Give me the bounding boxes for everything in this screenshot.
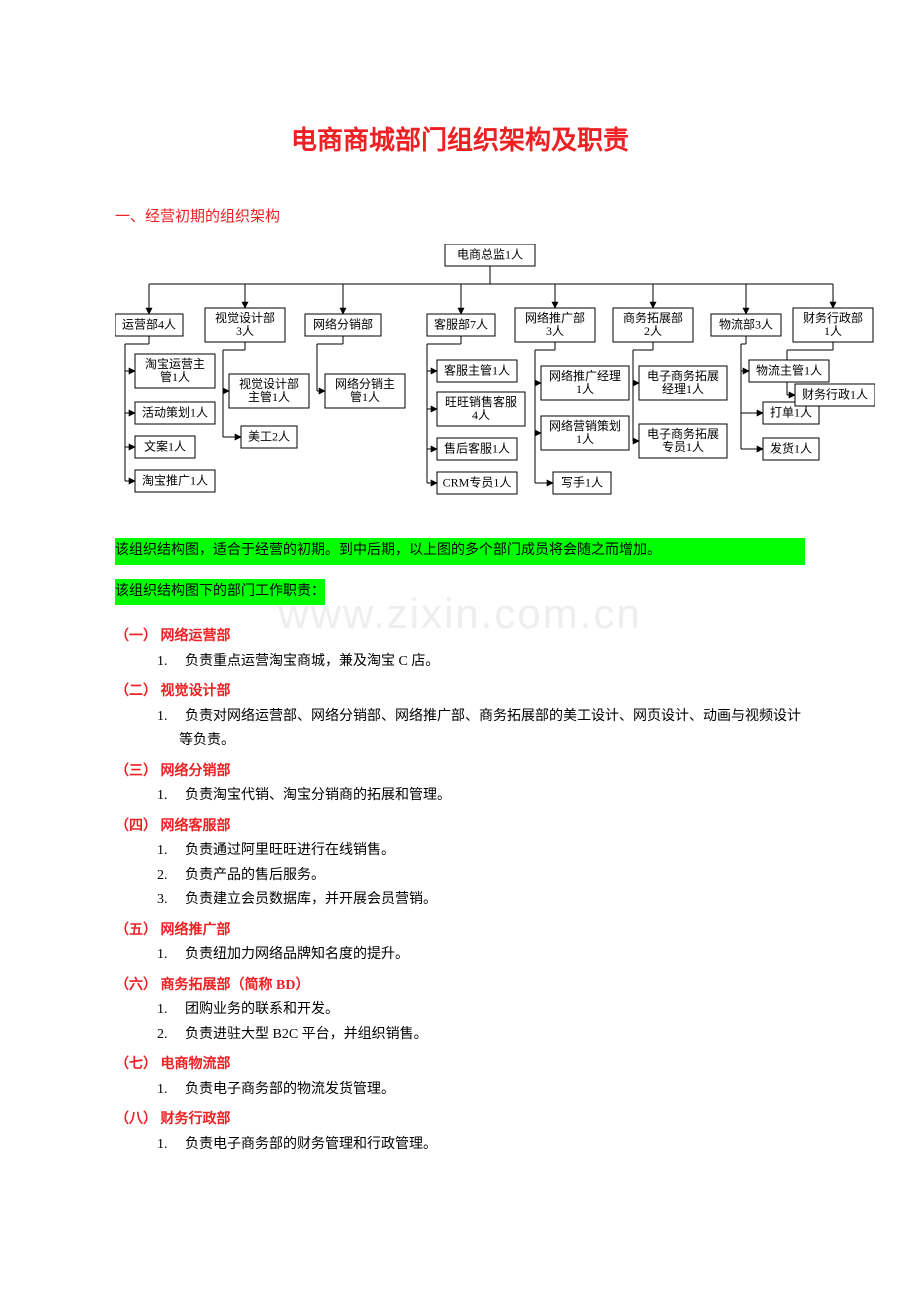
org-node: 视觉设计部3人: [205, 308, 285, 342]
svg-text:1人: 1人: [824, 324, 842, 338]
svg-text:主管1人: 主管1人: [248, 389, 290, 404]
org-node: 发货1人: [763, 438, 819, 460]
org-node: 网络营销策划1人: [541, 416, 629, 450]
dept-item: 1. 团购业务的联系和开发。: [157, 998, 805, 1023]
org-node: 淘宝运营主管1人: [135, 354, 215, 388]
svg-text:网络推广经理: 网络推广经理: [549, 368, 621, 383]
dept-heading: （五） 网络推广部: [115, 919, 805, 944]
org-node: CRM专员1人: [437, 472, 517, 494]
org-node: 网络分销部: [305, 314, 381, 336]
svg-text:4人: 4人: [472, 408, 490, 422]
svg-text:客服主管1人: 客服主管1人: [444, 363, 510, 378]
page-title: 电商商城部门组织架构及职责: [115, 120, 805, 157]
svg-text:电子商务拓展: 电子商务拓展: [647, 426, 719, 441]
svg-text:淘宝运营主: 淘宝运营主: [145, 357, 205, 371]
svg-text:客服部7人: 客服部7人: [434, 317, 488, 332]
org-chart: 电商总监1人运营部4人视觉设计部3人网络分销部客服部7人网络推广部3人商务拓展部…: [115, 244, 805, 514]
org-node: 电子商务拓展经理1人: [639, 366, 727, 400]
svg-text:写手1人: 写手1人: [561, 476, 603, 490]
section-heading-1: 一、经营初期的组织架构: [115, 205, 805, 226]
svg-text:财务行政部: 财务行政部: [803, 310, 863, 325]
svg-text:运营部4人: 运营部4人: [122, 317, 176, 332]
org-node: 电商总监1人: [445, 244, 535, 266]
svg-text:1人: 1人: [576, 382, 594, 396]
dept-heading: （八） 财务行政部: [115, 1108, 805, 1133]
svg-text:视觉设计部: 视觉设计部: [215, 310, 275, 325]
svg-text:电商总监1人: 电商总监1人: [457, 247, 523, 262]
svg-text:电子商务拓展: 电子商务拓展: [647, 368, 719, 383]
org-node: 网络推广部3人: [515, 308, 595, 342]
dept-heading: （一） 网络运营部: [115, 625, 805, 650]
dept-item: 1. 负责电子商务部的物流发货管理。: [157, 1078, 805, 1103]
svg-text:3人: 3人: [236, 324, 254, 338]
dept-item: 1. 负责电子商务部的财务管理和行政管理。: [157, 1133, 805, 1158]
dept-item: 1. 负责淘宝代销、淘宝分销商的拓展和管理。: [157, 784, 805, 809]
svg-text:打单1人: 打单1人: [770, 406, 812, 420]
svg-text:物流部3人: 物流部3人: [719, 317, 773, 332]
svg-text:管1人: 管1人: [160, 369, 190, 384]
org-node: 财务行政1人: [795, 384, 875, 406]
dept-item: 1. 负责纽加力网络品牌知名度的提升。: [157, 943, 805, 968]
svg-text:商务拓展部: 商务拓展部: [623, 310, 683, 325]
svg-text:售后客服1人: 售后客服1人: [444, 441, 510, 456]
nodes-group: 电商总监1人运营部4人视觉设计部3人网络分销部客服部7人网络推广部3人商务拓展部…: [115, 244, 875, 494]
dept-heading: （七） 电商物流部: [115, 1053, 805, 1078]
dept-item: 3. 负责建立会员数据库，并开展会员营销。: [157, 888, 805, 913]
svg-text:专员1人: 专员1人: [662, 439, 704, 454]
note-highlight-2: 该组织结构图下的部门工作职责：: [115, 579, 325, 606]
dept-heading: （二） 视觉设计部: [115, 680, 805, 705]
department-list: （一） 网络运营部1. 负责重点运营淘宝商城，兼及淘宝 C 店。 （二） 视觉设计…: [115, 625, 805, 1157]
dept-heading: （六） 商务拓展部（简称 BD）: [115, 974, 805, 999]
org-node: 客服主管1人: [437, 360, 517, 382]
svg-text:发货1人: 发货1人: [770, 441, 812, 456]
svg-text:物流主管1人: 物流主管1人: [756, 363, 822, 378]
org-node: 网络推广经理1人: [541, 366, 629, 400]
org-node: 文案1人: [135, 436, 195, 458]
org-chart-svg: 电商总监1人运营部4人视觉设计部3人网络分销部客服部7人网络推广部3人商务拓展部…: [115, 244, 875, 514]
svg-text:3人: 3人: [546, 324, 564, 338]
org-node: 视觉设计部主管1人: [229, 374, 309, 408]
org-node: 财务行政部1人: [793, 308, 873, 342]
dept-heading: （三） 网络分销部: [115, 760, 805, 785]
svg-text:网络推广部: 网络推广部: [525, 310, 585, 325]
org-node: 运营部4人: [115, 314, 183, 336]
org-node: 旺旺销售客服4人: [437, 392, 525, 426]
org-node: 物流部3人: [711, 314, 781, 336]
note-highlight-1: 该组织结构图，适合于经营的初期。到中后期，以上图的多个部门成员将会随之而增加。: [115, 538, 805, 565]
org-node: 活动策划1人: [135, 402, 215, 424]
svg-text:1人: 1人: [576, 432, 594, 446]
svg-text:2人: 2人: [644, 324, 662, 338]
org-node: 淘宝推广1人: [135, 470, 215, 492]
dept-item: 1. 负责通过阿里旺旺进行在线销售。: [157, 839, 805, 864]
svg-text:网络分销部: 网络分销部: [313, 317, 373, 332]
svg-text:经理1人: 经理1人: [662, 382, 704, 396]
document-page: www.zixin.com.cn 电商商城部门组织架构及职责 一、经营初期的组织…: [0, 0, 920, 1217]
org-node: 网络分销主管1人: [325, 374, 405, 408]
org-node: 写手1人: [553, 472, 611, 494]
org-node: 物流主管1人: [749, 360, 829, 382]
dept-heading: （四） 网络客服部: [115, 815, 805, 840]
svg-text:旺旺销售客服: 旺旺销售客服: [445, 394, 517, 409]
org-node: 商务拓展部2人: [613, 308, 693, 342]
svg-text:视觉设计部: 视觉设计部: [239, 376, 299, 391]
svg-text:CRM专员1人: CRM专员1人: [443, 475, 512, 490]
org-node: 美工2人: [241, 426, 297, 448]
dept-item: 2. 负责进驻大型 B2C 平台，并组织销售。: [157, 1023, 805, 1048]
org-node: 售后客服1人: [437, 438, 517, 460]
org-node: 客服部7人: [427, 314, 495, 336]
svg-text:管1人: 管1人: [350, 389, 380, 404]
svg-text:网络分销主: 网络分销主: [335, 376, 395, 391]
svg-text:淘宝推广1人: 淘宝推广1人: [142, 474, 208, 488]
dept-item: 1. 负责重点运营淘宝商城，兼及淘宝 C 店。: [157, 650, 805, 675]
svg-text:网络营销策划: 网络营销策划: [549, 418, 621, 433]
svg-text:文案1人: 文案1人: [144, 439, 186, 454]
svg-text:美工2人: 美工2人: [248, 430, 290, 444]
svg-text:财务行政1人: 财务行政1人: [802, 387, 868, 402]
dept-item: 1. 负责对网络运营部、网络分销部、网络推广部、商务拓展部的美工设计、网页设计、…: [157, 705, 805, 754]
dept-item: 2. 负责产品的售后服务。: [157, 864, 805, 889]
svg-text:活动策划1人: 活动策划1人: [142, 406, 208, 420]
org-node: 电子商务拓展专员1人: [639, 424, 727, 458]
